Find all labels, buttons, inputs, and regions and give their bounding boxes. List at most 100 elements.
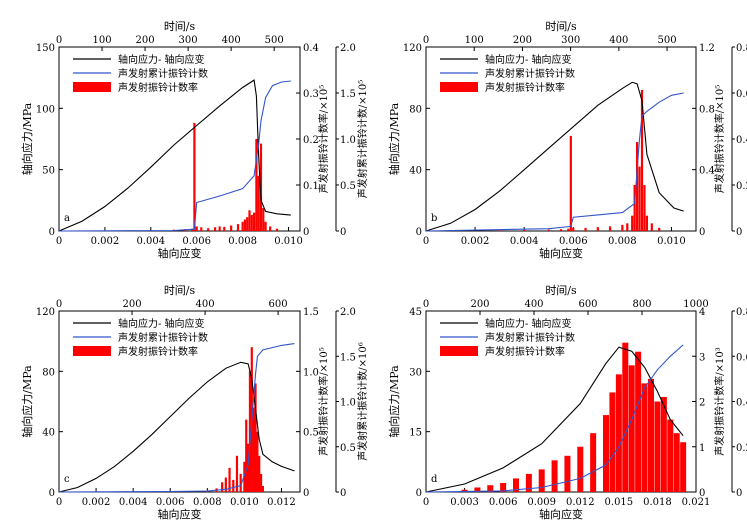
x-tick-label: 0.006: [156, 497, 185, 508]
r1-tick-label: 0: [699, 227, 705, 238]
panel-label: c: [64, 474, 70, 485]
y-tick-label: 40: [409, 166, 422, 177]
x-tick-label: 0.012: [267, 497, 296, 508]
rate-bar: [252, 212, 256, 231]
rate-bar: [275, 228, 279, 231]
y-tick-label: 45: [409, 307, 422, 318]
rate-bar: [254, 383, 257, 492]
rate-bar: [660, 396, 667, 492]
rate-bar: [559, 229, 563, 231]
x-tick-label: 0.018: [643, 497, 672, 508]
r1-tick-label: 0: [699, 488, 705, 499]
top-x-tick-label: 100: [92, 35, 111, 46]
r2-tick-label: 0.6: [736, 352, 747, 363]
legend-entry: 轴向应力- 轴向应变: [485, 317, 572, 330]
rate-bar: [621, 224, 624, 231]
r2-axis-label: 声发射累计振铃计数/×10⁵: [356, 80, 369, 198]
top-x-tick-label: 0: [56, 299, 62, 310]
rate-bar: [223, 226, 226, 231]
rate-bar: [567, 228, 570, 231]
y-tick-label: 0: [416, 488, 422, 499]
rate-bar: [596, 227, 599, 231]
rate-bar: [232, 479, 235, 492]
rate-bar: [622, 342, 629, 492]
rate-bar: [207, 228, 210, 231]
legend-entry: 声发射累计振铃计数: [118, 331, 208, 344]
cumulative-count-line: [425, 92, 684, 232]
r1-tick-label: 0.4: [699, 166, 715, 177]
rate-bar: [648, 378, 654, 492]
x-tick-label: 0: [56, 497, 62, 508]
x-tick-label: 0.010: [657, 236, 686, 247]
x-tick-label: 0.015: [605, 497, 634, 508]
r1-tick-label: 0.8: [699, 104, 715, 115]
rate-bar: [259, 473, 263, 492]
plot-frame: [58, 310, 301, 493]
y-tick-label: 40: [42, 428, 55, 439]
rate-bar: [667, 419, 674, 492]
x-tick-label: 0.003: [450, 497, 479, 508]
x-tick-label: 0.006: [559, 236, 588, 247]
rate-bar: [584, 227, 587, 231]
panel-label: a: [64, 213, 70, 224]
x-tick-label: 0.009: [527, 497, 556, 508]
cumulative-count-line: [58, 80, 291, 232]
y-tick-label: 50: [42, 166, 55, 177]
rate-bar: [246, 443, 250, 492]
r2-tick-label: 0.2: [736, 443, 747, 454]
x-tick-label: 0.006: [182, 236, 211, 247]
cumulative-count-line: [58, 343, 295, 493]
panel-label: d: [431, 474, 438, 485]
legend-bar-swatch: [440, 82, 478, 92]
rate-bar: [635, 142, 639, 231]
rate-bar: [498, 230, 501, 231]
r1-tick-label: 1: [699, 443, 705, 454]
r2-tick-label: 0.4: [736, 135, 747, 146]
x-tick-label: 0.010: [230, 497, 259, 508]
rate-bar: [228, 467, 231, 492]
r1-tick-label: 2: [699, 398, 705, 409]
rate-bar: [195, 226, 198, 231]
rate-bar: [248, 371, 252, 492]
r2-tick-label: 0: [736, 227, 742, 238]
rate-bar: [224, 477, 227, 492]
x-tick-label: 0.008: [228, 236, 257, 247]
rate-bar: [654, 401, 661, 492]
r1-tick-label: 1.5: [303, 307, 319, 318]
y-tick-label: 120: [403, 43, 422, 54]
top-x-axis-label: 时间/s: [545, 284, 577, 297]
legend-entry: 声发射振铃计数率: [485, 345, 565, 358]
r1-tick-label: 1.2: [699, 43, 715, 54]
r2-tick-label: 0.5: [340, 443, 356, 454]
r1-tick-label: 0.4: [303, 43, 319, 54]
rate-bar: [640, 89, 644, 231]
rate-bar: [241, 221, 244, 231]
r1-axis-label: 声发射振铃计数率/×10⁵: [317, 347, 330, 455]
rate-bar: [513, 478, 519, 492]
top-x-tick-label: 0: [56, 35, 62, 46]
rate-bar: [525, 473, 532, 492]
y-tick-label: 100: [36, 104, 55, 115]
rate-bar: [564, 455, 571, 492]
rate-bar: [248, 210, 251, 231]
rate-bar: [213, 227, 217, 231]
rate-bar: [609, 392, 616, 492]
r2-tick-label: 0: [340, 488, 346, 499]
x-tick-label: 0: [423, 497, 429, 508]
rate-bar: [218, 226, 221, 231]
legend-entry: 声发射累计振铃计数: [485, 331, 575, 344]
stress-strain-line: [58, 79, 291, 232]
y-axis-label: 轴向应力/MPa: [387, 365, 401, 438]
rate-bar: [239, 473, 242, 492]
y-tick-label: 15: [409, 428, 422, 439]
x-tick-label: 0: [423, 236, 429, 247]
legend-bar-swatch: [440, 346, 478, 356]
rate-bar: [236, 224, 240, 231]
r2-tick-label: 1.5: [340, 352, 356, 363]
r1-axis-label: 声发射振铃计数率/×10³: [713, 347, 726, 455]
stress-strain-line: [425, 81, 684, 232]
r1-axis-label: 声发射振铃计数率/×10⁵: [713, 85, 726, 193]
